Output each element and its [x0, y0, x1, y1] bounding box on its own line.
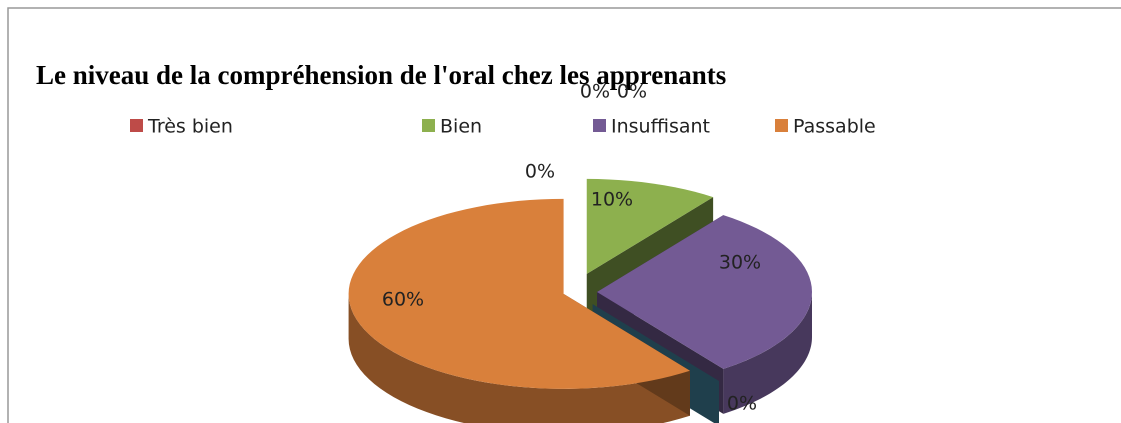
data-label: 0%	[727, 393, 757, 415]
legend-label: Très bien	[147, 116, 233, 138]
legend-swatch	[775, 119, 788, 132]
slice-side	[348, 293, 690, 423]
legend-swatch	[422, 119, 435, 132]
data-label: 10%	[591, 189, 633, 211]
chart-border	[7, 7, 1121, 423]
data-label: 0%	[525, 161, 555, 183]
legend-swatch	[130, 119, 143, 132]
data-label: 30%	[719, 252, 761, 274]
legend-label: Passable	[793, 116, 876, 138]
data-label: 0%	[617, 81, 647, 103]
slice	[586, 178, 714, 274]
chart-title: Le niveau de la compréhension de l'oral …	[36, 60, 726, 90]
legend-label: Insuffisant	[611, 116, 710, 138]
data-label: 60%	[382, 289, 424, 311]
legend-label: Bien	[440, 116, 482, 138]
legend-swatch	[593, 119, 606, 132]
slice	[597, 215, 812, 369]
data-label: 0%	[580, 81, 610, 103]
slice	[348, 198, 690, 389]
slice-side	[723, 292, 812, 414]
